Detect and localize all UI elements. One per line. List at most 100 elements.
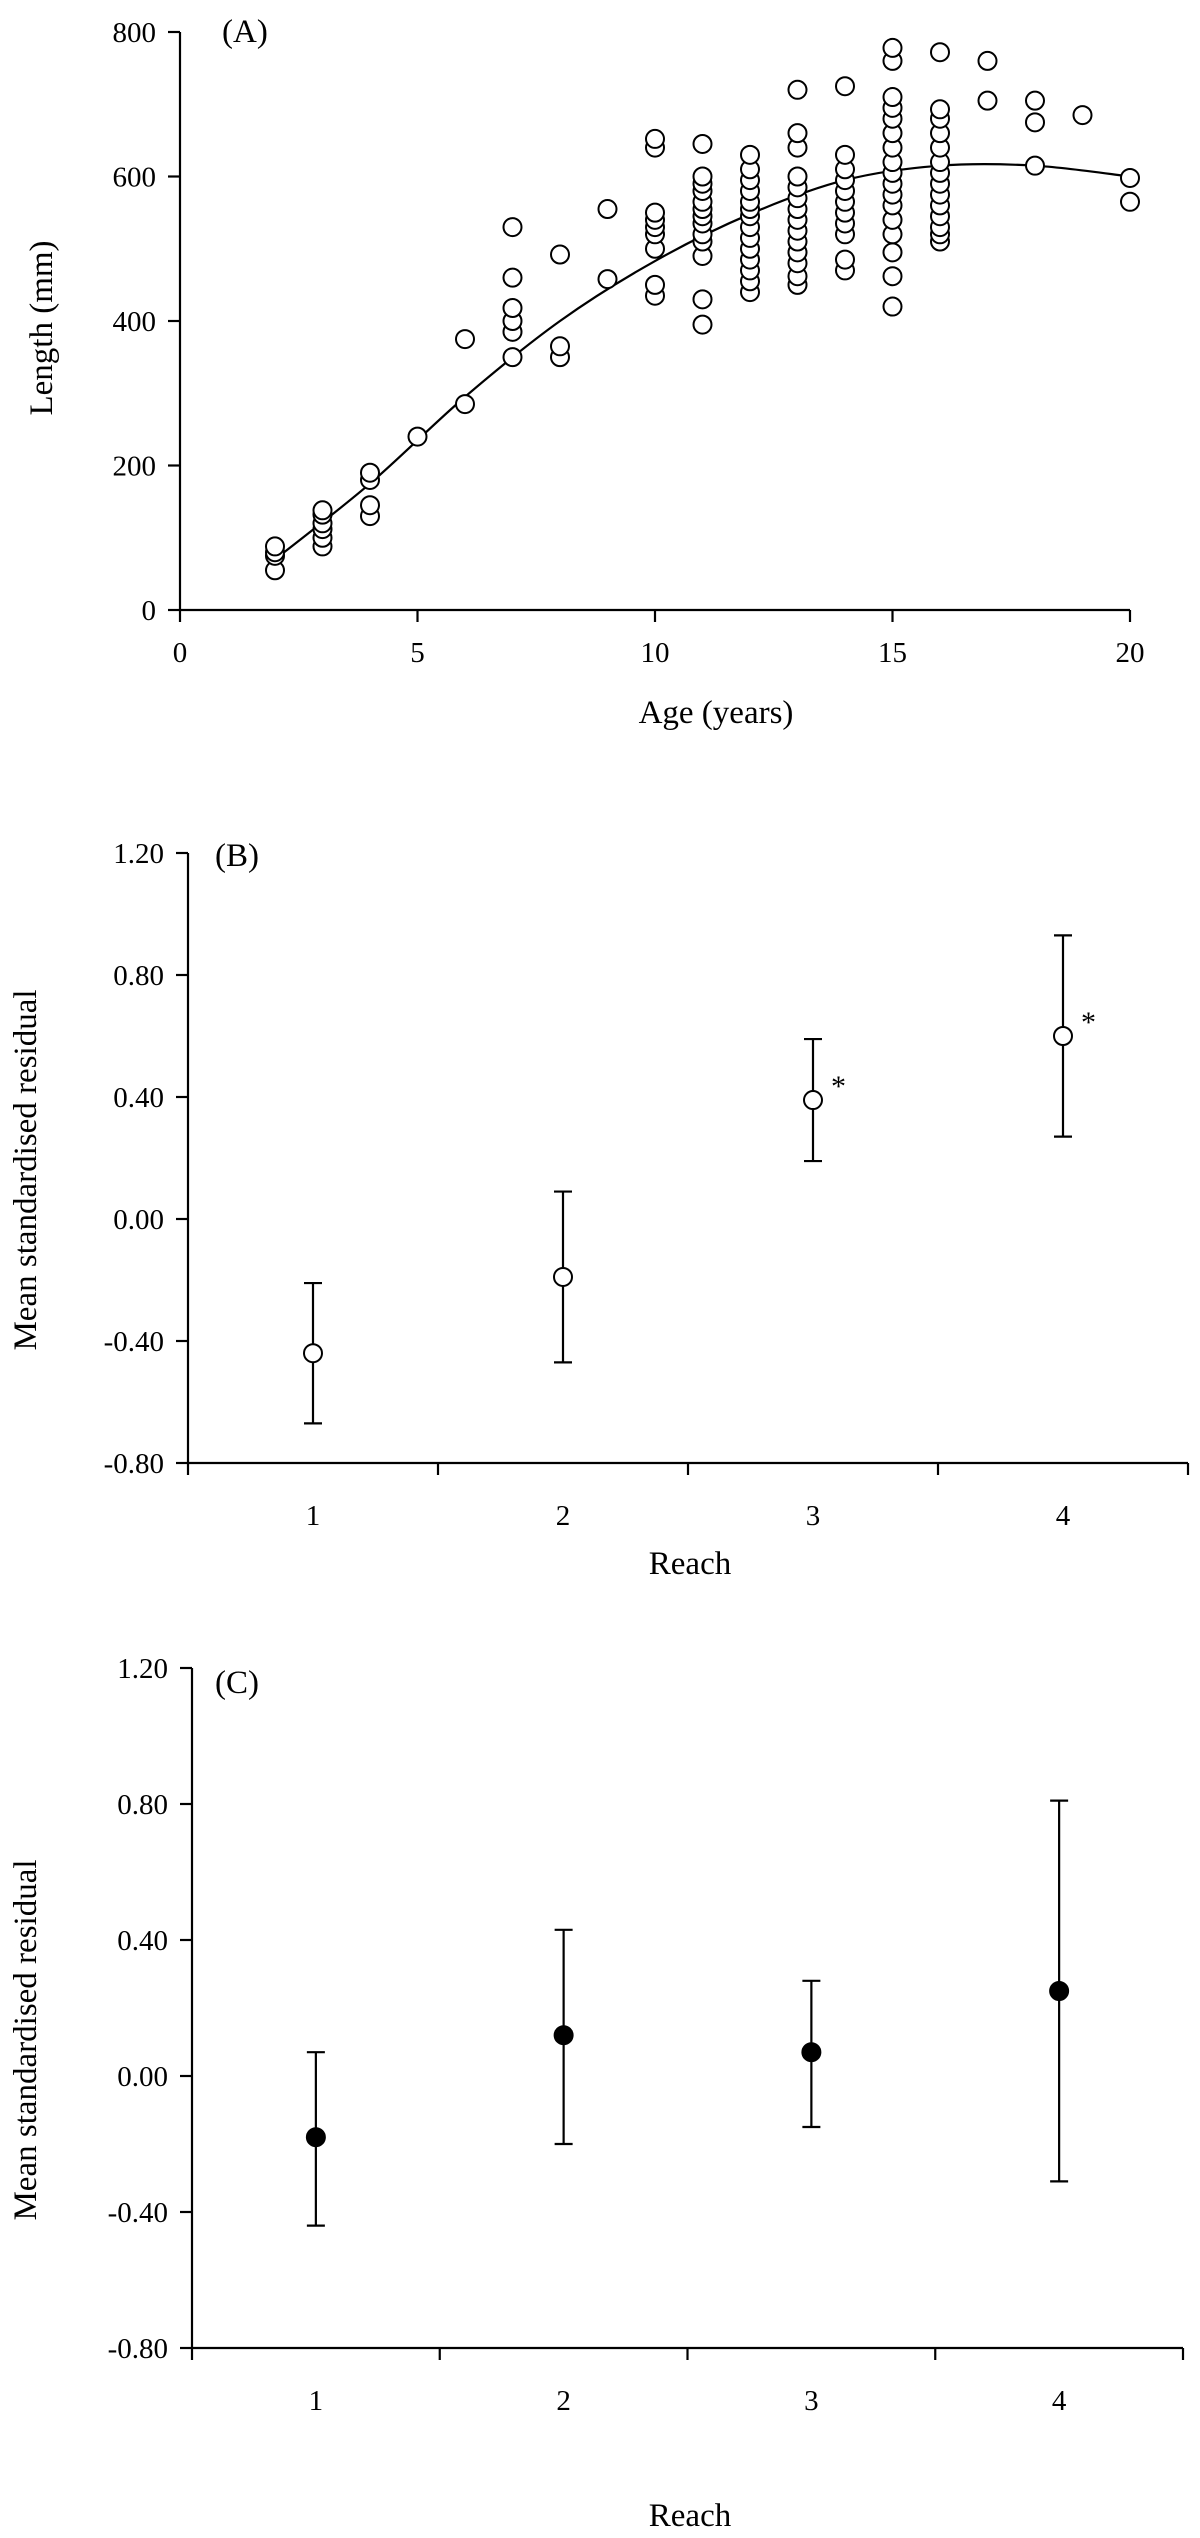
data-point	[882, 296, 903, 317]
data-point	[787, 166, 808, 187]
data-point	[882, 37, 903, 58]
data-point	[930, 42, 950, 63]
data-point	[597, 199, 618, 220]
data-point	[265, 536, 285, 557]
data-point	[835, 76, 855, 97]
panel-label: (A)	[222, 14, 268, 50]
x-axis-title: Reach	[649, 2498, 732, 2534]
data-point	[455, 394, 475, 415]
y-tick-label: -0.80	[108, 2333, 168, 2365]
data-point	[882, 242, 903, 263]
data-point	[801, 2042, 822, 2063]
x-tick-label: 5	[410, 637, 425, 669]
y-tick-label: 200	[113, 451, 157, 483]
data-point	[692, 289, 713, 310]
data-point	[550, 244, 570, 265]
data-point	[1025, 90, 1045, 111]
data-point	[553, 2025, 574, 2046]
data-point	[645, 128, 665, 149]
data-point	[1053, 1026, 1073, 1046]
data-point	[360, 495, 380, 516]
x-tick-label: 3	[804, 2385, 819, 2417]
data-point	[835, 249, 855, 270]
data-point	[553, 1266, 573, 1287]
x-tick-label: 20	[1116, 637, 1145, 669]
x-tick-label: 1	[306, 1500, 321, 1532]
data-point	[502, 297, 523, 318]
significance-marker: *	[1081, 1006, 1096, 1039]
data-point	[502, 217, 523, 238]
x-tick-label: 2	[556, 1500, 571, 1532]
y-tick-label: 600	[113, 162, 157, 194]
y-tick-label: 0.00	[113, 1204, 164, 1236]
data-point	[303, 1343, 323, 1364]
data-point	[312, 500, 333, 521]
data-point	[502, 347, 523, 368]
data-point	[835, 144, 855, 165]
data-point	[407, 426, 428, 447]
data-point	[692, 133, 713, 154]
x-tick-label: 2	[556, 2385, 571, 2417]
panel-b-error-bar-chart: (B) Reach Mean standardised residual 1 2 3…	[8, 838, 1190, 1582]
data-points	[265, 37, 1140, 581]
data-point	[787, 79, 808, 100]
x-tick-label: 15	[878, 637, 907, 669]
x-axis-title: Reach	[649, 1546, 732, 1582]
x-tick-label: 1	[309, 2385, 324, 2417]
data-point	[882, 87, 903, 108]
data-point	[1120, 167, 1140, 188]
y-axis-title: Mean standardised residual	[8, 989, 44, 1350]
panel-label: (C)	[215, 1665, 259, 1701]
y-tick-label: 0.40	[117, 1925, 168, 1957]
data-point	[803, 1090, 823, 1111]
x-axis-title: Age (years)	[639, 695, 794, 731]
data-point	[502, 267, 523, 288]
data-point	[977, 50, 998, 71]
data-points: **	[303, 934, 1096, 1425]
data-points	[305, 1799, 1070, 2227]
panel-c-error-bar-chart: (C) Reach Mean standardised residual 1 2 3…	[8, 1653, 1185, 2534]
x-tick-label: 10	[641, 637, 670, 669]
y-tick-label: 0	[142, 595, 157, 627]
axes: 1 2 3 4 -0.80 -0.40 0.00 0.40 0.80 1.20	[108, 1653, 1185, 2417]
axes: 1 2 3 4 -0.80 -0.40 0.00 0.40 0.80 1.20	[104, 838, 1190, 1532]
data-point	[305, 2127, 326, 2148]
fit-curve	[274, 162, 1131, 561]
data-point	[360, 462, 380, 483]
data-point	[1072, 105, 1093, 126]
data-point	[597, 269, 618, 290]
y-tick-label: 400	[113, 306, 157, 338]
panel-label: (B)	[215, 838, 259, 874]
data-point	[1120, 191, 1140, 212]
data-point	[455, 329, 475, 350]
data-point	[930, 99, 950, 120]
data-point	[787, 123, 808, 144]
data-point	[1025, 112, 1045, 133]
data-point	[977, 90, 998, 111]
data-point	[550, 336, 570, 357]
y-tick-label: -0.40	[104, 1326, 164, 1358]
data-point	[1025, 155, 1045, 176]
data-point	[740, 144, 760, 165]
significance-marker: *	[831, 1070, 846, 1103]
data-point	[645, 202, 665, 223]
fit-curve-line	[274, 162, 1131, 561]
y-tick-label: 0.80	[113, 960, 164, 992]
data-point	[692, 166, 713, 187]
y-tick-label: -0.40	[108, 2197, 168, 2229]
y-tick-label: 0.00	[117, 2061, 168, 2093]
data-point	[645, 274, 665, 295]
y-tick-label: 800	[113, 17, 157, 49]
y-tick-label: 0.80	[117, 1789, 168, 1821]
panel-a-scatter-chart: (A) Age (years) Length (mm) 0 5 10 15 200200…	[24, 14, 1145, 731]
y-axis-title: Length (mm)	[24, 240, 60, 415]
y-tick-label: 1.20	[113, 838, 164, 870]
data-point	[692, 314, 713, 335]
y-tick-label: 0.40	[113, 1082, 164, 1114]
data-point	[882, 266, 903, 287]
y-axis-title: Mean standardised residual	[8, 1859, 44, 2220]
y-tick-label: 1.20	[117, 1653, 168, 1685]
x-tick-label: 3	[806, 1500, 821, 1532]
x-tick-label: 4	[1056, 1500, 1071, 1532]
